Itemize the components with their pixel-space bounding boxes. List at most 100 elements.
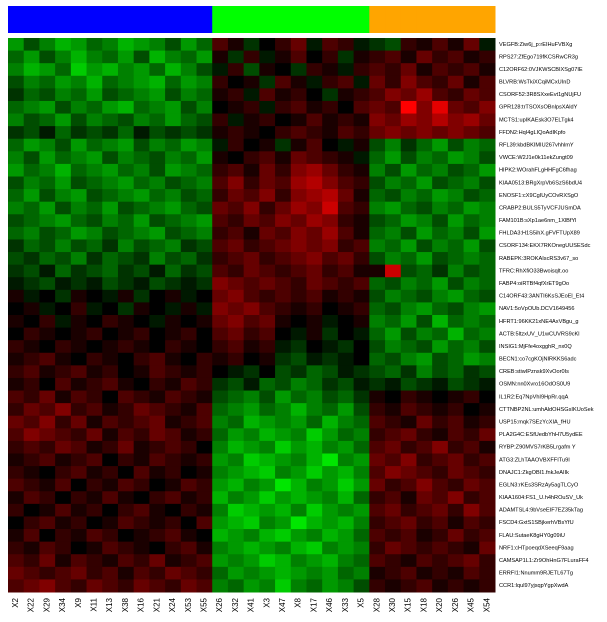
group-bar bbox=[479, 6, 496, 33]
column-label: X32 bbox=[231, 597, 240, 612]
heatmap-cell bbox=[86, 277, 103, 291]
heatmap-cell bbox=[353, 226, 370, 240]
heatmap-cell bbox=[369, 428, 386, 442]
heatmap-cell bbox=[23, 138, 40, 152]
row-label: CTTNBP2NL:umhAldOHSGsIKUoSek bbox=[499, 407, 594, 413]
heatmap-cell bbox=[165, 352, 182, 366]
heatmap-cell bbox=[306, 529, 323, 543]
heatmap-cell bbox=[479, 38, 496, 52]
heatmap-cell bbox=[227, 126, 245, 140]
heatmap-cell bbox=[322, 264, 339, 278]
heatmap-cell bbox=[55, 440, 72, 454]
heatmap-cell bbox=[23, 100, 40, 115]
heatmap-cell bbox=[400, 541, 417, 555]
heatmap-cell bbox=[463, 390, 480, 404]
heatmap-cell bbox=[86, 541, 103, 555]
heatmap-cell bbox=[117, 365, 135, 379]
heatmap-cell bbox=[290, 63, 307, 77]
heatmap-cell bbox=[8, 566, 25, 580]
heatmap-cell bbox=[117, 63, 135, 77]
heatmap-cell bbox=[290, 50, 307, 64]
group-bar bbox=[55, 6, 72, 33]
heatmap-cell bbox=[8, 100, 25, 115]
heatmap-cell bbox=[400, 491, 417, 505]
heatmap-cell bbox=[86, 516, 103, 530]
heatmap-cell bbox=[322, 226, 339, 240]
heatmap-cell bbox=[70, 88, 88, 102]
heatmap-cell bbox=[479, 466, 496, 480]
heatmap-cell bbox=[102, 201, 119, 215]
heatmap-cell bbox=[117, 176, 135, 190]
heatmap-cell bbox=[70, 176, 88, 190]
heatmap-cell bbox=[86, 113, 103, 127]
heatmap-cell bbox=[55, 189, 72, 203]
heatmap-cell bbox=[227, 377, 245, 392]
heatmap-cell bbox=[23, 201, 40, 215]
column-label: X29 bbox=[42, 597, 51, 612]
heatmap-cell bbox=[55, 466, 72, 480]
heatmap-cell bbox=[463, 377, 480, 392]
heatmap-cell bbox=[385, 289, 402, 303]
heatmap-cell bbox=[39, 390, 56, 404]
heatmap-cell bbox=[117, 100, 135, 115]
heatmap-cell bbox=[290, 302, 307, 316]
group-bar bbox=[149, 6, 166, 33]
heatmap-cell bbox=[369, 466, 386, 480]
heatmap-cell bbox=[243, 38, 260, 52]
heatmap-cell bbox=[369, 138, 386, 152]
heatmap-cell bbox=[259, 75, 276, 89]
heatmap-cell bbox=[416, 403, 433, 417]
heatmap-cell bbox=[55, 478, 72, 492]
heatmap-cell bbox=[243, 252, 260, 266]
heatmap-cell bbox=[306, 403, 323, 417]
row-label: C12ORF62:0VJKWSCBIXSg07IE bbox=[499, 67, 583, 73]
heatmap-cell bbox=[227, 579, 245, 593]
heatmap-cell bbox=[23, 50, 40, 64]
heatmap-cell bbox=[133, 113, 150, 127]
heatmap-cell bbox=[290, 327, 307, 341]
heatmap-cell bbox=[149, 440, 166, 454]
heatmap-cell bbox=[149, 176, 166, 190]
group-bar bbox=[212, 6, 229, 33]
heatmap-cell bbox=[243, 289, 260, 303]
heatmap-cell bbox=[149, 75, 166, 89]
heatmap-cell bbox=[259, 315, 276, 329]
heatmap-cell bbox=[416, 277, 433, 291]
heatmap-cell bbox=[149, 138, 166, 152]
heatmap-cell bbox=[86, 340, 103, 354]
heatmap-cell bbox=[133, 466, 150, 480]
heatmap-cell bbox=[196, 264, 213, 278]
heatmap-cell bbox=[86, 554, 103, 568]
heatmap-cell bbox=[70, 390, 88, 404]
heatmap-cell bbox=[39, 302, 56, 316]
heatmap-cell bbox=[275, 516, 292, 530]
heatmap-cell bbox=[39, 415, 56, 429]
heatmap-cell bbox=[227, 226, 245, 240]
heatmap-cell bbox=[353, 365, 370, 379]
heatmap-cell bbox=[8, 529, 25, 543]
heatmap-cell bbox=[180, 566, 198, 580]
heatmap-cell bbox=[55, 403, 72, 417]
heatmap-cell bbox=[39, 50, 56, 64]
column-label: X53 bbox=[184, 597, 193, 612]
heatmap-cell bbox=[133, 403, 150, 417]
heatmap-cell bbox=[196, 277, 213, 291]
heatmap-cell bbox=[8, 163, 25, 177]
heatmap-cell bbox=[322, 302, 339, 316]
heatmap-cell bbox=[400, 88, 417, 102]
heatmap-cell bbox=[479, 264, 496, 278]
heatmap-cell bbox=[212, 75, 229, 89]
heatmap-cell bbox=[86, 529, 103, 543]
heatmap-cell bbox=[133, 554, 150, 568]
heatmap-cell bbox=[86, 163, 103, 177]
heatmap-cell bbox=[196, 529, 213, 543]
heatmap-cell bbox=[447, 377, 465, 392]
heatmap-cell bbox=[369, 415, 386, 429]
heatmap-cell bbox=[306, 415, 323, 429]
heatmap-cell bbox=[322, 315, 339, 329]
heatmap-cell bbox=[227, 113, 245, 127]
heatmap-cell bbox=[227, 75, 245, 89]
heatmap-cell bbox=[212, 189, 229, 203]
heatmap-cell bbox=[212, 516, 229, 530]
heatmap-cell bbox=[70, 352, 88, 366]
